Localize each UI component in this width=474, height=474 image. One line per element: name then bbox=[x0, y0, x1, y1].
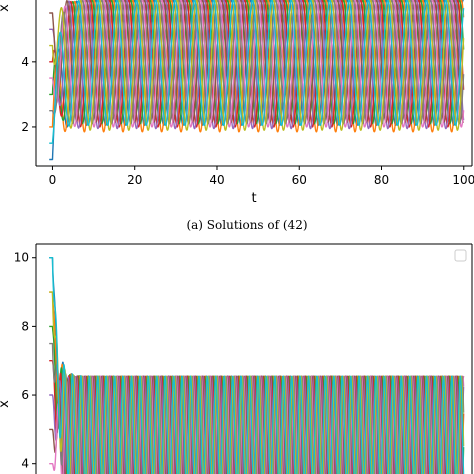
top-series-line bbox=[49, 0, 465, 144]
top-series-line bbox=[49, 0, 465, 130]
bottom-panel: 4 6 8 10 x bbox=[0, 243, 473, 474]
top-y-tick-label: 2 bbox=[21, 120, 29, 134]
bottom-y-axis-label: x bbox=[0, 400, 12, 408]
bottom-series-group bbox=[49, 257, 465, 474]
top-series-line bbox=[49, 0, 465, 125]
top-x-axis-label: t bbox=[251, 191, 256, 206]
bottom-series-line bbox=[49, 291, 465, 474]
top-x-tick-label: 40 bbox=[209, 173, 224, 187]
bottom-legend-box bbox=[454, 249, 467, 262]
bottom-series-line bbox=[49, 257, 465, 474]
top-x-tick-label: 100 bbox=[452, 173, 474, 187]
top-x-tick-label: 0 bbox=[49, 173, 57, 187]
top-y-axis-label: x bbox=[0, 4, 12, 12]
bottom-y-tick-label: 8 bbox=[21, 319, 29, 333]
top-series-line bbox=[49, 0, 465, 131]
top-x-tick-label: 20 bbox=[127, 173, 142, 187]
bottom-series-line bbox=[49, 342, 465, 474]
caption-a: (a) Solutions of (42) bbox=[186, 218, 307, 232]
top-x-tick-label: 80 bbox=[374, 173, 389, 187]
top-series-group bbox=[49, 0, 465, 161]
bottom-y-tick-label: 10 bbox=[14, 251, 29, 265]
top-series-line bbox=[49, 0, 465, 128]
top-y-tick-label: 4 bbox=[21, 55, 29, 69]
top-panel: 24020406080100tx bbox=[0, 0, 474, 206]
top-x-tick-label: 60 bbox=[292, 173, 307, 187]
bottom-y-tick-label: 4 bbox=[21, 457, 29, 471]
bottom-y-tick-label: 6 bbox=[21, 388, 29, 402]
